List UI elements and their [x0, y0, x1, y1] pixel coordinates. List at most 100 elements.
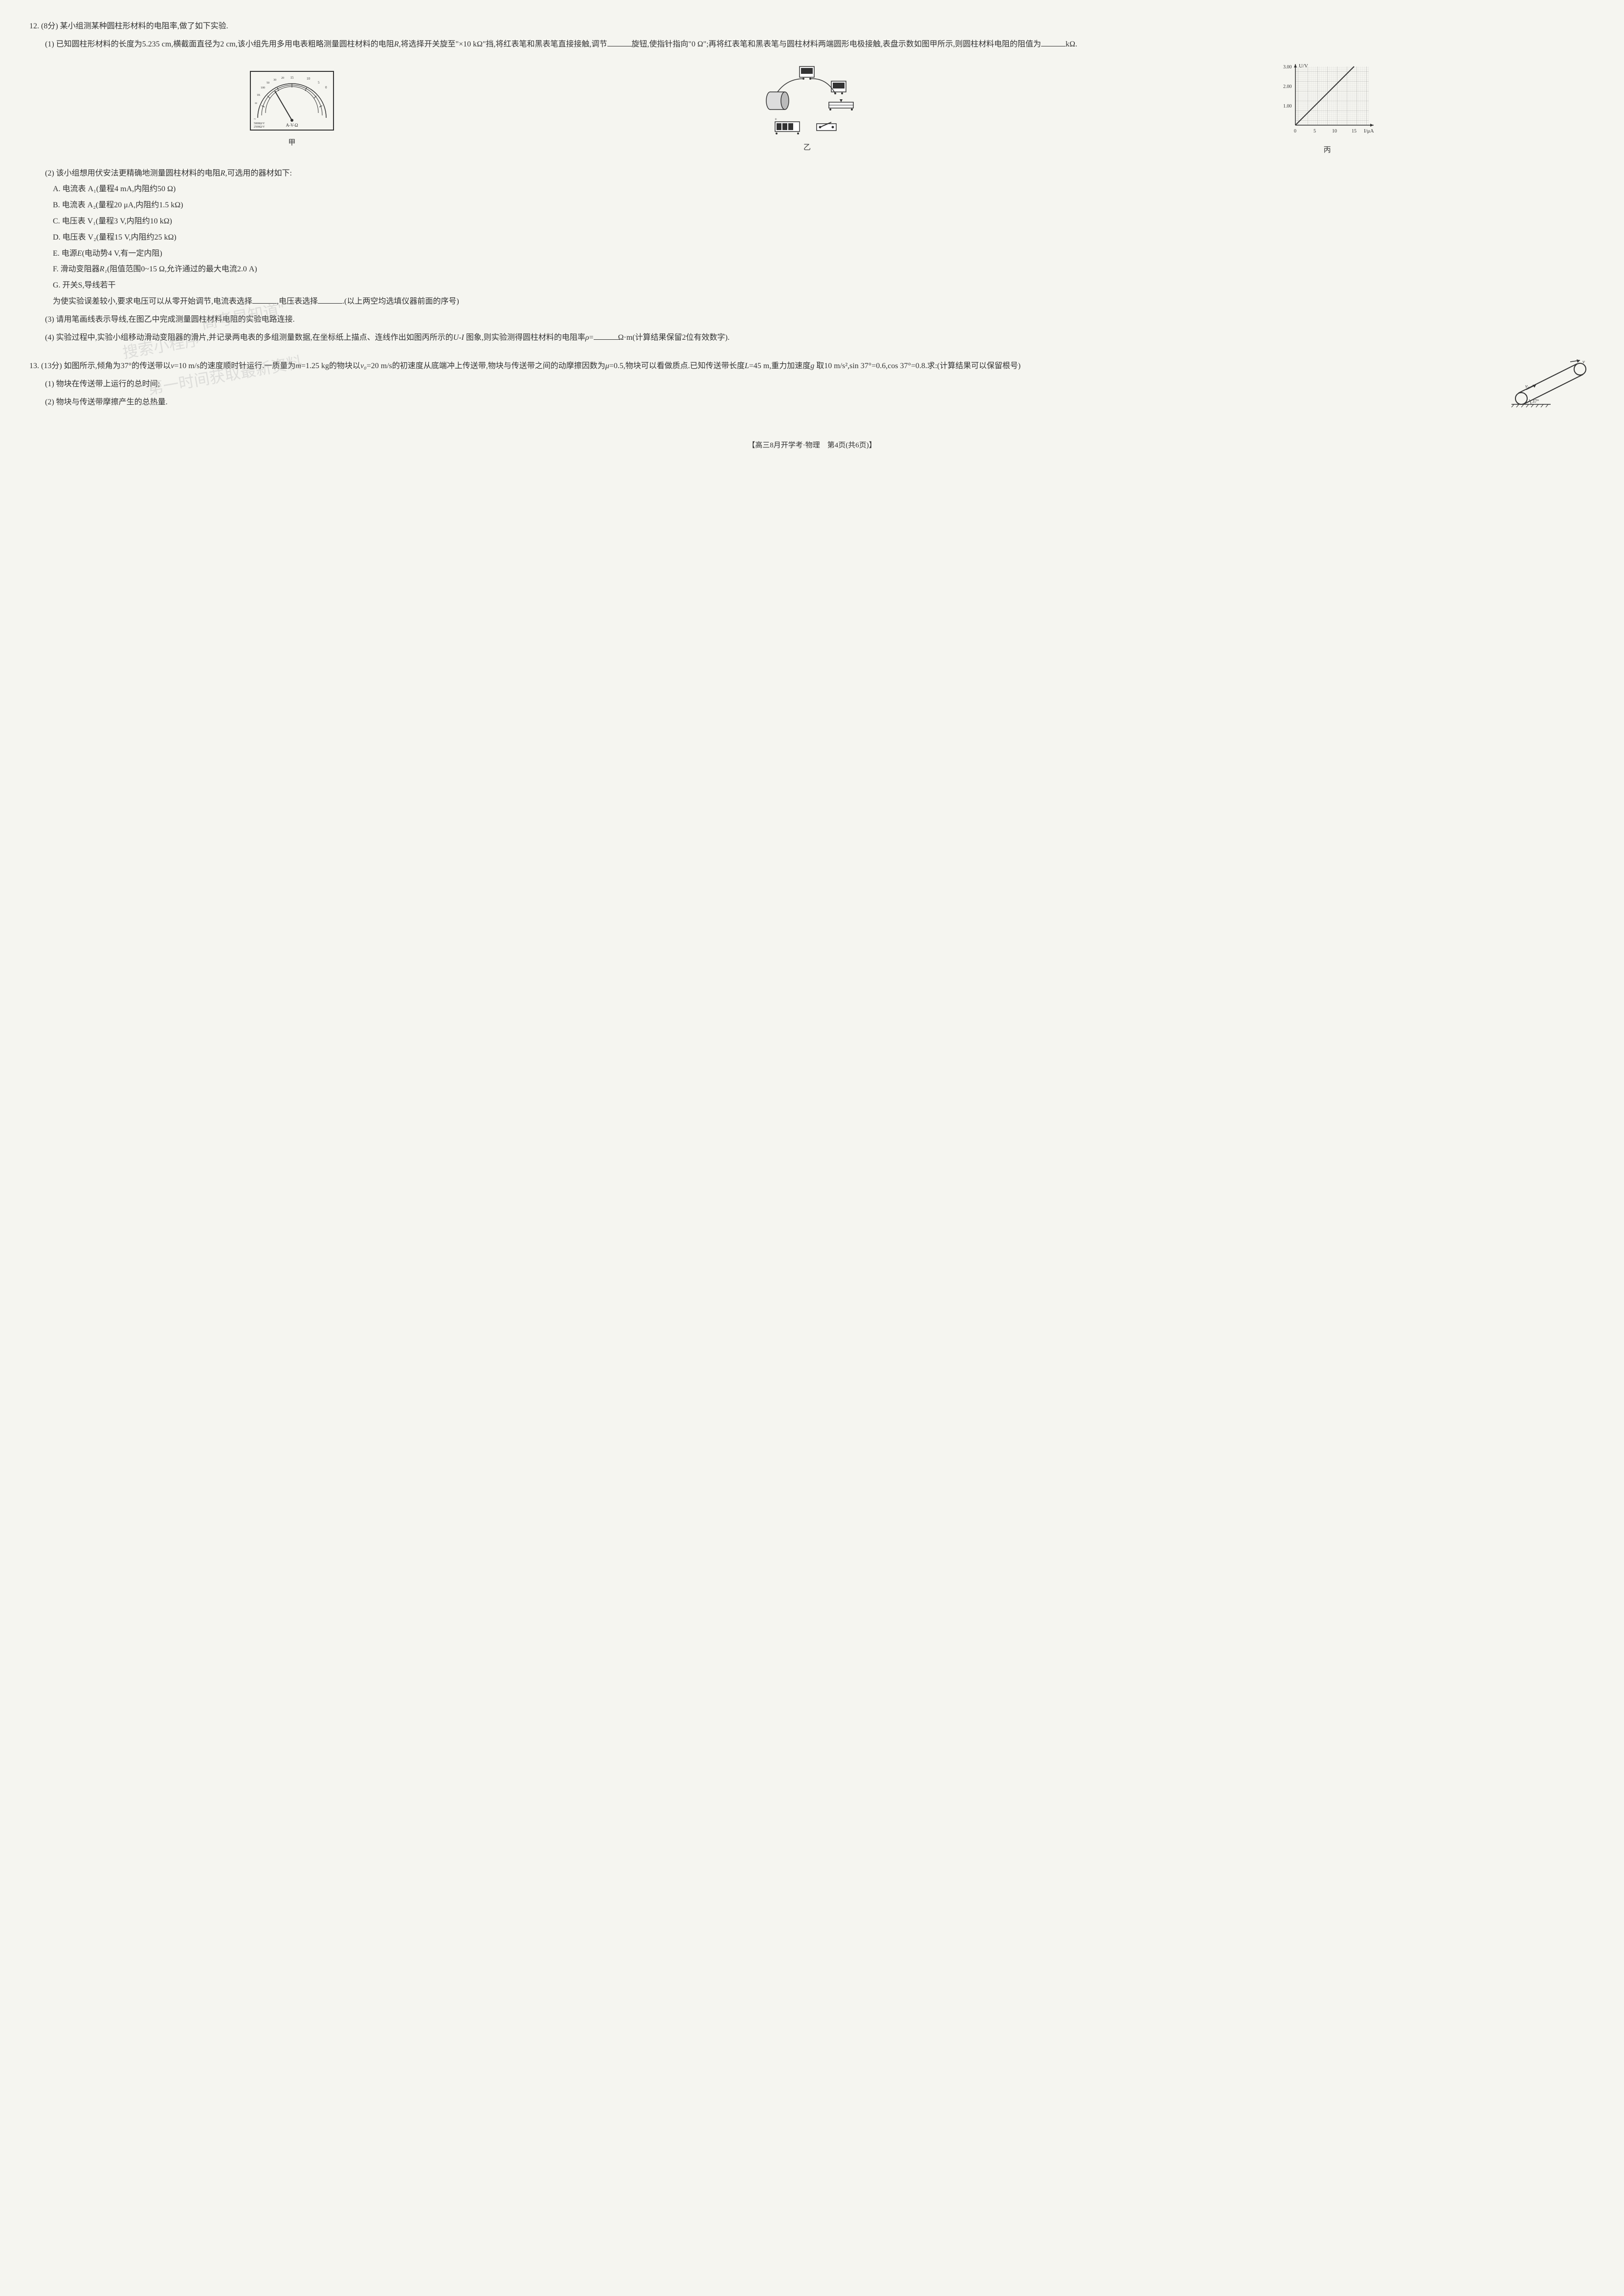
- option-C: C. 电压表 V₁(量程3 V,内阻约10 kΩ): [29, 215, 1595, 229]
- part1-label: (1): [45, 40, 54, 48]
- part3-text: 请用笔画线表示导线,在图乙中完成测量圆柱材料电阻的实验电路连接.: [56, 315, 295, 324]
- part2-tail2: ,电压表选择: [277, 297, 318, 306]
- part1-text1: 已知圆柱形材料的长度为5.235 cm,横截面直径为2 cm,该小组先用多用电表…: [56, 40, 394, 48]
- svg-text:U/V: U/V: [1299, 63, 1308, 69]
- svg-text:1.00: 1.00: [1283, 104, 1292, 109]
- q12-part3: (3) 请用笔画线表示导线,在图乙中完成测量圆柱材料电阻的实验电路连接.: [29, 313, 1595, 327]
- svg-text:15: 15: [1352, 129, 1357, 134]
- optF-sym: R₁: [100, 265, 107, 273]
- q13-m: m: [295, 362, 301, 370]
- svg-text:I/μA: I/μA: [1364, 128, 1374, 134]
- q12-number: 12.: [29, 22, 39, 30]
- q12-part2: (2) 该小组想用伏安法更精确地测量圆柱材料的电阻R,可选用的器材如下:: [29, 167, 1595, 181]
- q13-text4: =20 m/s的初速度从底端冲上传送带,物块与传送带之间的动摩擦因数为: [367, 362, 605, 370]
- svg-text:0: 0: [1294, 129, 1296, 134]
- part1-R: R: [394, 40, 399, 48]
- part2-tail3: .(以上两空均选填仪器前面的序号): [342, 297, 459, 306]
- svg-text:5000Ω/V: 5000Ω/V: [254, 122, 265, 125]
- q13-text7: 取10 m/s²,sin 37°=0.6,cos 37°=0.8.求:(计算结果…: [814, 362, 1021, 370]
- q13-text6: =45 m,重力加速度: [749, 362, 810, 370]
- part4-text2: 图象,则实验测得圆柱材料的电阻率: [464, 333, 585, 342]
- fig-label-bing: 丙: [1324, 144, 1331, 157]
- part4-rho: ρ: [585, 333, 589, 342]
- svg-text:100: 100: [261, 87, 265, 89]
- blank-resistance: [1041, 39, 1066, 46]
- svg-text:∞: ∞: [255, 101, 257, 105]
- option-G: G. 开关S,导线若干: [29, 279, 1595, 293]
- part1-text3: 旋钮,使指针指向"0 Ω";再将红表笔和黑表笔与圆柱材料两端圆形电极接触,表盘示…: [632, 40, 1041, 48]
- svg-text:1K: 1K: [257, 94, 261, 97]
- svg-text:A-V-Ω: A-V-Ω: [286, 123, 298, 128]
- option-A: A. 电流表 A₁(量程4 mA,内阻约50 Ω): [29, 182, 1595, 197]
- svg-text:50: 50: [267, 82, 269, 85]
- optE-sym: E: [77, 249, 82, 258]
- optE-1: E. 电源: [53, 249, 77, 258]
- sub2-label: (2): [45, 398, 54, 406]
- q13-mu: μ: [605, 362, 609, 370]
- part4-text1: 实验过程中,实验小组移动滑动变阻器的滑片,并记录两电表的多组测量数据,在坐标纸上…: [56, 333, 453, 342]
- svg-text:10: 10: [1332, 129, 1337, 134]
- option-F: F. 滑动变阻器R₁(阻值范围0~15 Ω,允许通过的最大电流2.0 A): [29, 263, 1595, 277]
- sub1-text: 物块在传送带上运行的总时间;: [56, 380, 160, 388]
- part1-text2: ,将选择开关旋至"×10 kΩ"挡,将红表笔和黑表笔直接接触,调节: [399, 40, 607, 48]
- q13-v0: v₀: [360, 362, 367, 370]
- figure-jia: A-V-Ω 5000Ω/V 2500Ω/V ~ 0 5 10 15 20 30 …: [248, 69, 336, 150]
- q12-part1: (1) 已知圆柱形材料的长度为5.235 cm,横截面直径为2 cm,该小组先用…: [29, 38, 1595, 52]
- conveyor-belt-icon: 37° v₀ v: [1507, 359, 1595, 408]
- q12-part4: (4) 实验过程中,实验小组移动滑动变阻器的滑片,并记录两电表的多组测量数据,在…: [29, 331, 1595, 345]
- part4-label: (4): [45, 333, 54, 342]
- svg-text:10: 10: [307, 77, 311, 81]
- svg-text:37°: 37°: [1532, 399, 1539, 404]
- blank-voltmeter: [318, 296, 342, 304]
- page-footer: 【高三8月开学考·物理 第4页(共6页)】: [29, 439, 1595, 452]
- svg-text:2.00: 2.00: [1283, 84, 1292, 89]
- q13-text5: =0.5,物块可以看做质点.已知传送带长度: [609, 362, 745, 370]
- q13-text3: =1.25 kg的物块以: [301, 362, 360, 370]
- figure-yi: + 乙: [753, 64, 861, 155]
- part2-label: (2): [45, 169, 54, 177]
- fig-label-yi: 乙: [803, 141, 811, 155]
- q12-intro: 某小组测某种圆柱形材料的电阻率,做了如下实验.: [60, 22, 228, 30]
- svg-text:20: 20: [281, 77, 284, 80]
- svg-text:v₀: v₀: [1525, 383, 1530, 389]
- optE-2: (电动势4 V,有一定内阻): [82, 249, 162, 258]
- blank-ammeter: [252, 296, 277, 304]
- sub1-label: (1): [45, 380, 54, 388]
- ui-graph-icon: U/V I/μA 1.00 2.00 3.00 0 5 10 15: [1278, 62, 1376, 140]
- svg-text:15: 15: [290, 76, 294, 80]
- svg-text:~: ~: [254, 117, 256, 121]
- svg-text:30: 30: [273, 79, 276, 82]
- optF-1: F. 滑动变阻器: [53, 265, 100, 273]
- part1-unit: kΩ.: [1066, 40, 1077, 48]
- svg-text:5: 5: [318, 81, 320, 85]
- svg-text:3.00: 3.00: [1283, 65, 1292, 70]
- question-13: 13. (13分) 如图所示,倾角为37°的传送带以v=10 m/s的速度顺时针…: [29, 359, 1595, 409]
- q13-number: 13.: [29, 362, 39, 370]
- blank-knob: [607, 39, 632, 46]
- q13-points: (13分): [41, 362, 62, 370]
- part2-tail1: 为使实验误差较小,要求电压可以从零开始调节,电流表选择: [53, 297, 252, 306]
- q13-sub1: (1) 物块在传送带上运行的总时间;: [29, 377, 1595, 392]
- question-12: 12. (8分) 某小组测某种圆柱形材料的电阻率,做了如下实验. (1) 已知圆…: [29, 20, 1595, 345]
- blank-rho: [594, 332, 618, 340]
- q12-points: (8分): [41, 22, 58, 30]
- part3-label: (3): [45, 315, 54, 324]
- svg-text:+: +: [775, 117, 777, 122]
- sub2-text: 物块与传送带摩擦产生的总热量.: [56, 398, 168, 406]
- svg-text:2500Ω/V: 2500Ω/V: [254, 126, 265, 129]
- part2-intro2: ,可选用的器材如下:: [225, 169, 291, 177]
- q13-sub2: (2) 物块与传送带摩擦产生的总热量.: [29, 396, 1595, 410]
- option-D: D. 电压表 V₂(量程15 V,内阻约25 kΩ): [29, 231, 1595, 245]
- option-B: B. 电流表 A₂(量程20 μA,内阻约1.5 kΩ): [29, 199, 1595, 213]
- q13-text1: 如图所示,倾角为37°的传送带以: [64, 362, 171, 370]
- optF-2: (阻值范围0~15 Ω,允许通过的最大电流2.0 A): [107, 265, 257, 273]
- part2-intro: 该小组想用伏安法更精确地测量圆柱材料的电阻: [56, 169, 221, 177]
- figure-bing: U/V I/μA 1.00 2.00 3.00 0 5 10 15 丙: [1278, 62, 1376, 157]
- option-E: E. 电源E(电动势4 V,有一定内阻): [29, 247, 1595, 261]
- q13-L: L: [745, 362, 749, 370]
- part4-UI: U-I: [453, 333, 464, 342]
- figures-row: A-V-Ω 5000Ω/V 2500Ω/V ~ 0 5 10 15 20 30 …: [29, 62, 1595, 157]
- multimeter-icon: A-V-Ω 5000Ω/V 2500Ω/V ~ 0 5 10 15 20 30 …: [248, 69, 336, 132]
- svg-text:5: 5: [1313, 129, 1316, 134]
- part2-tail: 为使实验误差较小,要求电压可以从零开始调节,电流表选择 ,电压表选择 .(以上两空均…: [29, 295, 1595, 309]
